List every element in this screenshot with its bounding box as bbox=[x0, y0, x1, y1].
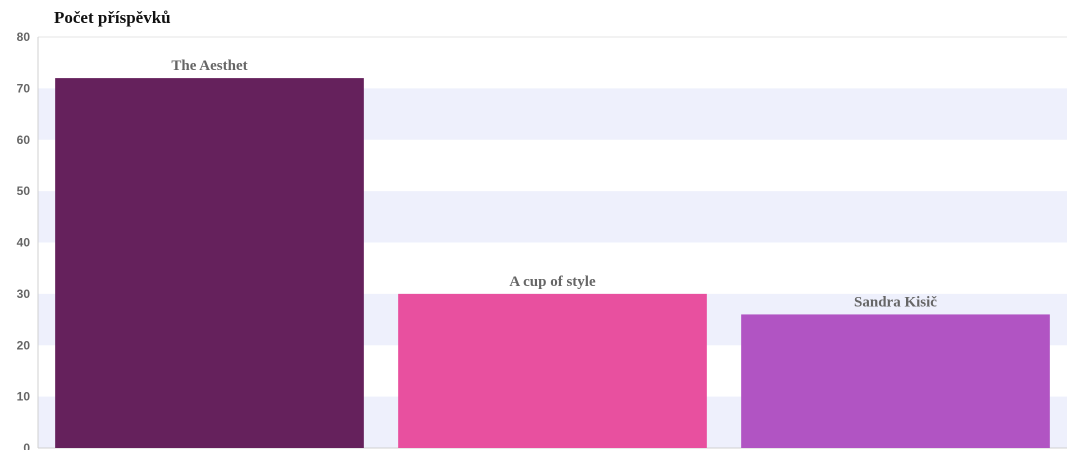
chart-title: Počet příspěvků bbox=[54, 8, 171, 27]
y-tick-label: 70 bbox=[17, 81, 31, 95]
y-tick-label: 0 bbox=[23, 441, 30, 450]
bar bbox=[398, 293, 707, 448]
y-tick-label: 60 bbox=[17, 133, 31, 147]
y-tick-label: 80 bbox=[17, 30, 31, 44]
bar-category-label: The Aesthet bbox=[171, 58, 247, 74]
bar bbox=[741, 314, 1050, 448]
y-tick-label: 40 bbox=[17, 236, 31, 250]
y-tick-label: 30 bbox=[17, 287, 31, 301]
bar-category-label: Sandra Kisič bbox=[854, 294, 937, 310]
y-tick-label: 20 bbox=[17, 338, 31, 352]
y-tick-label: 50 bbox=[17, 184, 31, 198]
y-tick-label: 10 bbox=[17, 390, 31, 404]
bar bbox=[55, 78, 364, 448]
bar-category-label: A cup of style bbox=[509, 274, 596, 290]
